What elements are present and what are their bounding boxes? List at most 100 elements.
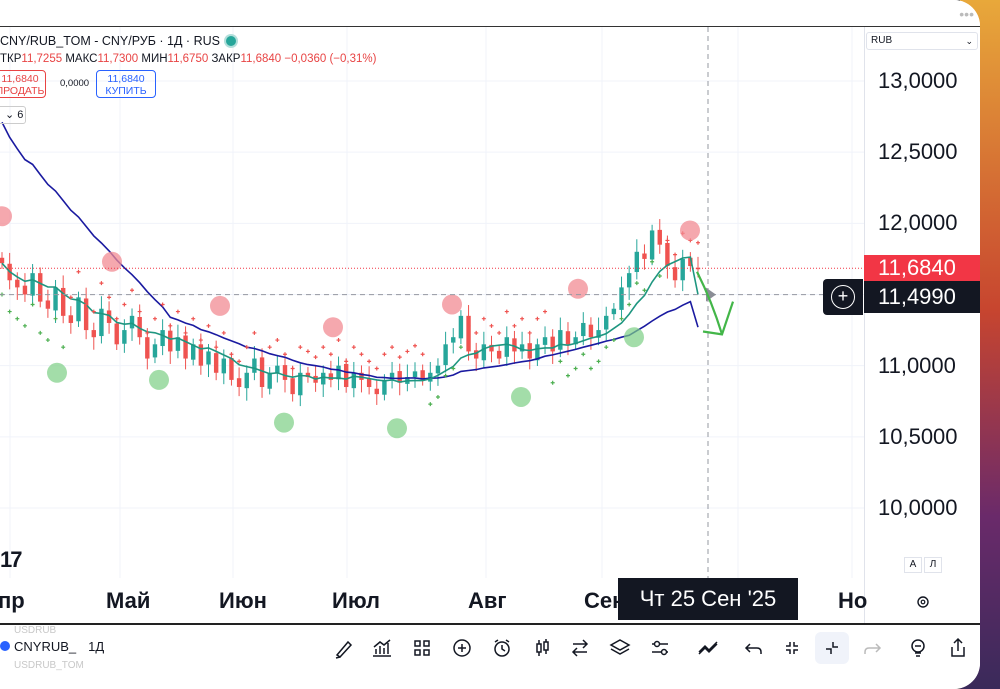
indicators-icon[interactable] [368,634,396,662]
sar-marker [336,338,341,343]
chevron-down-icon: ⌄ [965,36,973,46]
price-axis[interactable] [864,27,980,623]
sar-marker [474,330,479,335]
price-label: 13,0000 [878,68,958,93]
sar-marker [214,345,219,350]
trend-lines-icon[interactable] [694,634,722,662]
candle-body [221,358,227,374]
time-label: Июн [219,588,267,613]
collapse-icon[interactable] [778,634,806,662]
active-tool-highlight [815,632,849,664]
candle-body [512,338,517,352]
candle-body [152,344,158,358]
sar-marker [374,366,379,371]
alarm-clock-icon[interactable] [488,634,516,662]
candle-body [634,251,640,273]
price-label: 12,0000 [878,210,958,235]
currency-value: RUB [871,35,893,46]
drawn-arrow-head [702,301,735,336]
share-icon[interactable] [944,634,972,662]
currency-select[interactable]: RUB ⌄ [866,32,978,50]
chart-pane[interactable] [0,27,864,578]
settings-sliders-icon[interactable] [646,634,674,662]
candle-body [252,358,257,373]
candle-body [542,337,548,345]
candle-body [596,330,601,338]
candle-body [550,336,555,352]
sell-signal-marker [0,206,12,227]
buy-signal-marker [624,327,644,348]
draw-brush-icon[interactable] [330,634,358,662]
symbol-badge-icon [0,641,10,651]
sar-marker [405,349,410,354]
candle-body [168,330,173,352]
price-label: 10,5000 [878,424,958,449]
undo-icon[interactable] [740,634,768,662]
sar-marker [634,281,639,286]
candle-body [99,308,104,337]
fullscreen-exit-icon[interactable] [818,634,846,662]
sar-marker [359,352,364,357]
sell-signal-marker [680,220,700,241]
sar-marker [168,323,173,328]
sar-marker [84,302,89,307]
buy-price: 11,6840 [107,73,145,85]
symbol-title[interactable]: CNY/RUB_TOM - CNY/РУБ · 1Д · RUS [0,34,236,48]
candle-body [642,253,647,259]
compare-arrows-icon[interactable] [566,634,594,662]
open-value: 11,7255 [21,53,63,65]
watchlist-ghost-item: USDRUB [14,625,57,636]
sar-marker [321,345,326,350]
buy-signal-marker [387,418,407,439]
candle-body [504,337,509,357]
candlestick-type-icon[interactable] [528,634,556,662]
candle-body [611,308,617,315]
candle-body [619,287,624,310]
sar-marker [665,238,670,243]
add-alert-button[interactable]: + [823,279,863,315]
redo-icon[interactable] [858,634,886,662]
candle-body [22,285,28,295]
add-circle-icon[interactable] [448,634,476,662]
sar-marker [466,323,471,328]
sar-marker [351,345,356,350]
candle-body [198,344,204,366]
tradingview-logo[interactable]: 17 [0,547,23,572]
crosshair-price-label: 11,4990 [864,281,980,313]
sar-marker [229,352,234,357]
gear-icon[interactable] [914,593,932,611]
candle-body [489,344,494,352]
ohlc-legend: ТКР11,7255 МАКС11,7300 МИН11,6750 ЗАКР11… [0,53,376,65]
symbol-switcher[interactable]: CNYRUB_ 1Д [14,639,104,654]
buy-button[interactable]: 11,6840 КУПИТЬ [96,70,156,98]
sar-marker [61,345,66,350]
log-scale-button[interactable]: Л [924,557,942,573]
sar-marker [558,359,563,364]
lightbulb-icon[interactable] [904,634,932,662]
sell-signal-marker [568,278,588,299]
sar-marker [657,273,662,278]
sar-marker [588,366,593,371]
low-value: 11,6750 [167,53,209,65]
layout-grid-icon[interactable] [408,634,436,662]
sar-marker [650,259,655,264]
sar-marker [696,240,700,245]
layers-icon[interactable] [606,634,634,662]
multitask-dots-icon[interactable]: ••• [959,6,974,22]
candle-body [0,257,5,264]
high-value: 11,7300 [97,53,139,65]
indicators-toggle[interactable]: ⌄ 6 [0,106,26,124]
sar-marker [290,366,295,371]
candle-body [236,378,242,388]
candle-body [481,344,487,361]
sell-signal-marker [102,251,122,272]
drawn-arrow-shaft [696,271,724,335]
sell-button[interactable]: 11,6840 ПРОДАТЬ [0,70,46,98]
buy-signal-marker [149,369,169,390]
candle-body [420,370,425,380]
timeframe-text: 1Д [88,639,105,654]
auto-scale-button[interactable]: A [904,557,922,573]
candle-body [83,298,89,331]
candle-body [114,323,119,345]
